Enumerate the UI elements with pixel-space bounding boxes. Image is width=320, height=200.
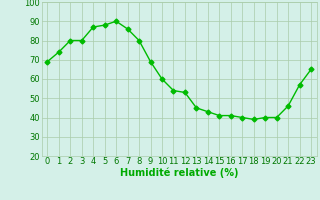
X-axis label: Humidité relative (%): Humidité relative (%) xyxy=(120,168,238,178)
